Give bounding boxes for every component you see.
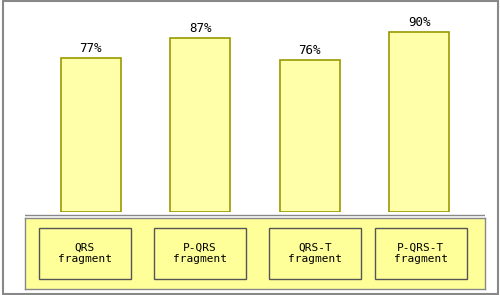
Bar — [170, 38, 230, 212]
FancyBboxPatch shape — [39, 228, 131, 279]
Text: QRS
fragment: QRS fragment — [58, 243, 112, 265]
Text: 90%: 90% — [408, 16, 430, 29]
Text: 76%: 76% — [298, 44, 321, 57]
Text: P-QRS
fragment: P-QRS fragment — [173, 243, 227, 265]
Text: P-QRS-T
fragment: P-QRS-T fragment — [394, 243, 448, 265]
Bar — [280, 60, 340, 212]
FancyBboxPatch shape — [269, 228, 361, 279]
Text: 77%: 77% — [80, 42, 102, 55]
FancyBboxPatch shape — [154, 228, 246, 279]
Bar — [60, 58, 121, 212]
FancyBboxPatch shape — [374, 228, 466, 279]
Text: 87%: 87% — [189, 22, 212, 35]
Text: QRS-T
fragment: QRS-T fragment — [288, 243, 342, 265]
Bar — [389, 32, 450, 212]
